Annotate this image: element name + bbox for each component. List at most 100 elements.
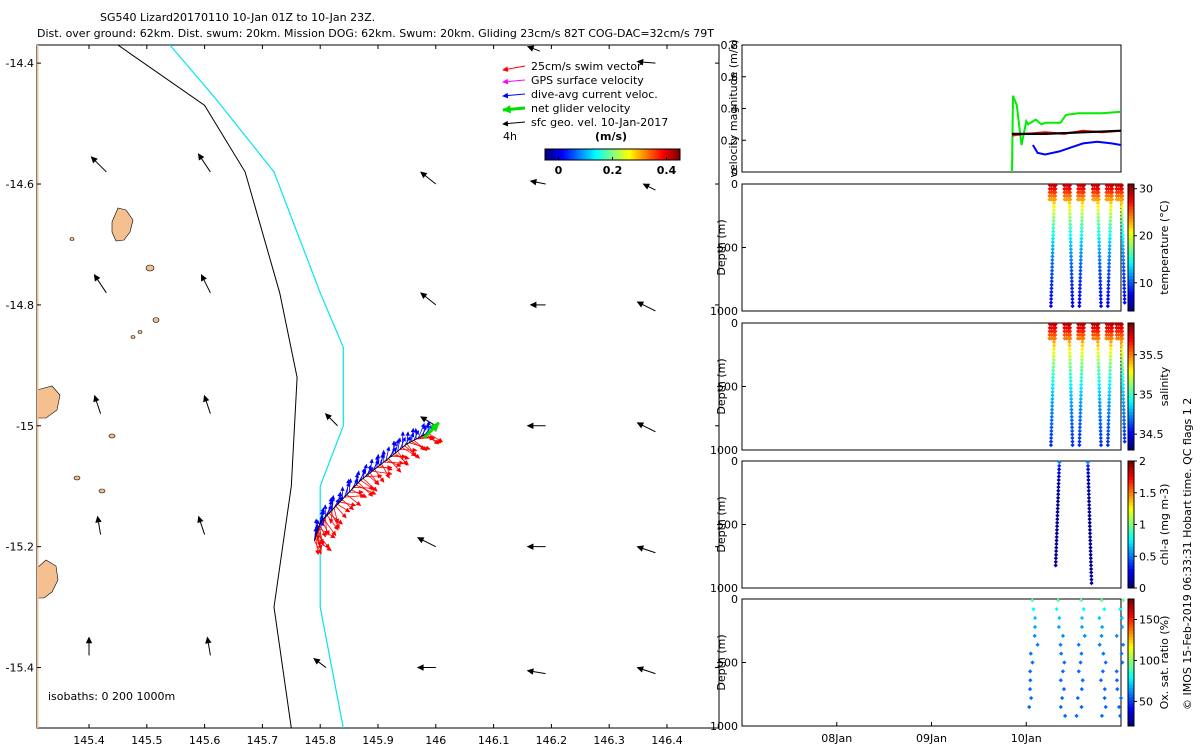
surface-current-arrow-head — [420, 292, 428, 300]
swim-vector-head — [368, 484, 375, 490]
profile-sample-point — [1088, 549, 1093, 554]
colorbar-segment — [1128, 354, 1134, 359]
profile-sample-point — [1068, 364, 1073, 370]
colorbar-segment — [1128, 298, 1134, 302]
profile-sample-point — [1122, 435, 1127, 441]
dive-avg-current-vector-head — [363, 463, 368, 469]
legend-label: 25cm/s swim vector — [531, 60, 642, 73]
colorbar-segment — [1128, 505, 1134, 510]
profile-sample-point — [1106, 411, 1111, 416]
surface-current-arrow — [95, 515, 102, 535]
profile-sample-point — [1107, 389, 1112, 394]
colorbar-segment — [1128, 684, 1134, 689]
colorbar-segment — [1128, 440, 1134, 445]
profile-sample-point — [1107, 396, 1112, 402]
profile-sample-point — [1078, 400, 1083, 405]
profile-sample-point — [1096, 371, 1101, 377]
colorbar-segment — [1128, 627, 1134, 632]
colorbar-segment — [1128, 357, 1134, 362]
profile-sample-point — [1050, 400, 1055, 405]
legend-colorbar-segment — [623, 149, 627, 160]
profile-sample-point — [1068, 240, 1073, 245]
swim-vector-head — [370, 490, 377, 495]
profile-sample-point — [1049, 272, 1055, 277]
profile-sample-point — [1121, 400, 1126, 405]
profile-sample-point — [1077, 289, 1082, 295]
profile-sample-point — [1060, 669, 1066, 674]
profile-sample-point — [1067, 343, 1072, 348]
colorbar-segment — [1128, 719, 1134, 724]
profile-sample-point — [1117, 713, 1123, 718]
colorbar-segment — [1128, 184, 1134, 188]
profile-sample-point — [1106, 272, 1111, 277]
swim-vector — [381, 463, 390, 479]
profile-sample-point — [1078, 250, 1084, 255]
profile-sample-point — [1119, 211, 1125, 216]
colorbar-segment — [1128, 562, 1134, 567]
profile-sample-point — [1056, 481, 1061, 486]
profile-sample-point — [1049, 289, 1054, 295]
swim-vector — [374, 469, 385, 483]
surface-current-arrow-head — [526, 45, 535, 52]
profile-sample-point — [1119, 325, 1125, 330]
reef — [108, 433, 116, 439]
colorbar-segment — [1128, 697, 1134, 702]
swim-vector-head — [319, 540, 325, 547]
colorbar-segment — [1128, 492, 1134, 497]
profile-sample-point — [1099, 598, 1104, 603]
profile-sample-point — [1062, 660, 1067, 665]
surface-current-arrow-head — [526, 422, 534, 430]
profile-sample-point — [1060, 633, 1066, 638]
dive-avg-current-vector — [422, 424, 427, 436]
reef — [152, 317, 160, 323]
profile-sample-point — [1078, 403, 1083, 409]
profile-sample-point — [1096, 336, 1101, 341]
swim-vector-head — [412, 447, 418, 453]
profile-sample-point — [1056, 474, 1061, 479]
profile-sample-point — [1121, 254, 1126, 259]
surface-current-arrow-head — [529, 301, 537, 309]
colorbar-segment — [1128, 237, 1134, 242]
depth-y-tick-label: 0 — [731, 178, 738, 191]
colorbar-segment — [1128, 231, 1134, 236]
swim-vector — [399, 447, 418, 453]
profile-sample-point — [1087, 527, 1093, 532]
dive-avg-current-vector — [400, 431, 405, 448]
footer-credit: © IMOS 15-Feb-2019 06:33:31 Hobart time.… — [1181, 398, 1194, 710]
profile-sample-point — [1077, 435, 1082, 441]
depth-y-tick-label: 0 — [731, 317, 738, 330]
profile-sample-point — [1107, 240, 1112, 245]
surface-current-arrow — [416, 537, 437, 548]
colorbar-segment — [1128, 534, 1134, 538]
colorbar-segment — [1128, 443, 1134, 448]
colorbar-segment — [1128, 618, 1134, 622]
dive-avg-current-vector-head — [422, 424, 427, 430]
profile-sample-point — [1050, 386, 1055, 391]
swim-vector — [392, 454, 410, 460]
profile-sample-point — [1088, 538, 1093, 543]
profile-sample-point — [1089, 573, 1094, 579]
profile-sample-point — [1120, 357, 1125, 362]
profile-sample-point — [1108, 364, 1113, 370]
profile-sample-point — [1077, 300, 1082, 305]
profile-sample-point — [1097, 400, 1102, 405]
profile-sample-point — [1058, 678, 1063, 683]
colorbar-segment — [1128, 575, 1134, 579]
profile-sample-point — [1120, 229, 1125, 234]
profile-sample-point — [1078, 268, 1083, 273]
swim-vector-head — [437, 437, 444, 443]
profile-sample-point — [1087, 502, 1092, 508]
swim-vector-head — [372, 486, 378, 492]
profile-sample-point — [1069, 418, 1074, 423]
swim-vector-head — [361, 493, 368, 498]
profile-sample-point — [1089, 581, 1094, 586]
dive-avg-current-vector — [320, 509, 326, 521]
swim-vector-head — [315, 549, 320, 556]
profile-sample-point — [1050, 254, 1055, 259]
profile-sample-point — [1121, 598, 1126, 603]
profile-sample-point — [1087, 506, 1092, 511]
surface-current-arrow-head — [526, 543, 534, 550]
colorbar-segment — [1128, 434, 1134, 438]
